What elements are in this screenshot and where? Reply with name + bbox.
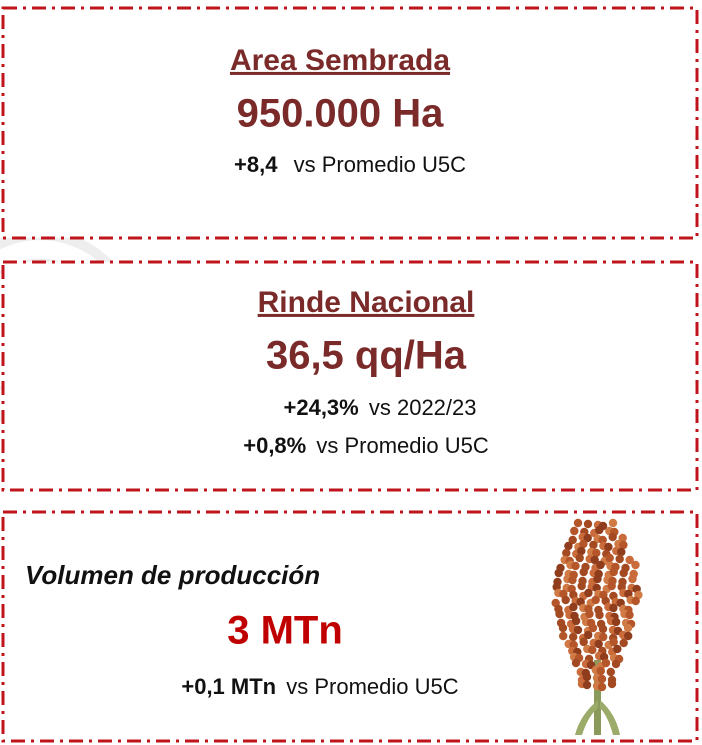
stem — [594, 660, 601, 735]
change: +0,1 MTn — [181, 674, 276, 699]
card-title: Area Sembrada — [230, 44, 450, 77]
comparison: +0,1 MTn vs Promedio U5C — [181, 674, 458, 699]
grain — [577, 581, 586, 591]
grain — [582, 672, 592, 682]
grain — [608, 532, 617, 542]
grain — [583, 519, 593, 529]
grain — [609, 567, 618, 577]
grain — [598, 624, 608, 634]
sorghum-illustration — [551, 518, 643, 735]
grain — [583, 533, 592, 543]
grain — [594, 639, 603, 649]
grain — [613, 644, 622, 654]
grain — [558, 623, 568, 633]
grain — [607, 679, 617, 689]
card-frame — [1, 6, 699, 240]
comparison-text: vs 2022/23 — [369, 395, 477, 420]
grain — [601, 658, 611, 668]
grain — [609, 637, 618, 647]
grain — [562, 548, 571, 558]
grain — [584, 630, 593, 640]
grain — [618, 533, 627, 543]
grain — [619, 568, 628, 578]
grain — [624, 631, 633, 641]
grain — [595, 525, 604, 535]
leaf — [600, 700, 620, 735]
grain — [609, 603, 618, 613]
grain — [593, 574, 602, 584]
grain — [573, 518, 583, 528]
comparison: +0,8% vs Promedio U5C — [243, 433, 489, 458]
grain — [631, 596, 640, 606]
card-value: 950.000 Ha — [237, 92, 445, 136]
grain — [568, 535, 577, 545]
grain — [597, 682, 607, 692]
grain — [573, 625, 583, 635]
change: +8,4 — [234, 152, 278, 177]
grain — [611, 617, 621, 627]
grain — [596, 560, 605, 570]
grain — [561, 595, 570, 605]
grain — [569, 632, 578, 642]
grain — [611, 659, 621, 669]
grain — [596, 666, 605, 676]
grain — [588, 645, 597, 655]
grain — [625, 555, 634, 565]
card-value: 3 MTn — [227, 609, 343, 653]
grain — [584, 588, 593, 598]
grain — [577, 546, 586, 556]
change: +0,8% — [243, 433, 306, 458]
grain — [617, 547, 626, 557]
grain — [571, 561, 580, 571]
grain — [588, 623, 598, 633]
grain — [615, 554, 624, 564]
grain — [554, 568, 563, 578]
grain — [575, 553, 584, 563]
leaf — [575, 700, 598, 735]
change: +24,3% — [284, 395, 359, 420]
grain — [608, 518, 618, 528]
grain — [623, 623, 633, 633]
grain — [559, 631, 568, 641]
grain — [631, 560, 640, 570]
grain — [571, 616, 581, 626]
card-title: Rinde Nacional — [258, 286, 475, 319]
grain — [619, 540, 628, 550]
grain — [579, 567, 588, 577]
grain — [592, 548, 601, 558]
grain — [625, 610, 634, 620]
grain — [589, 540, 598, 550]
grain — [595, 610, 604, 620]
grain — [604, 542, 613, 552]
grain — [564, 541, 573, 551]
grain — [597, 674, 607, 684]
grain — [591, 595, 600, 605]
comparison-text: vs Promedio U5C — [294, 152, 467, 177]
grain — [555, 609, 564, 619]
grain — [582, 680, 592, 690]
grain — [606, 667, 615, 677]
grain — [619, 638, 628, 648]
grain — [605, 553, 614, 563]
card-title: Volumen de producción — [25, 560, 320, 590]
comparison-text: vs Promedio U5C — [316, 433, 489, 458]
grain — [599, 632, 608, 642]
grain — [570, 526, 579, 536]
comparison: +8,4 vs Promedio U5C — [234, 152, 466, 177]
grain — [585, 609, 594, 619]
grain — [569, 602, 578, 612]
card-frame — [1, 260, 699, 492]
grain — [579, 539, 588, 549]
grain — [579, 637, 588, 647]
grain — [607, 581, 616, 591]
grain — [571, 658, 581, 668]
card-value: 36,5 qq/Ha — [266, 334, 467, 378]
comparison: +24,3% vs 2022/23 — [284, 395, 477, 420]
grain — [628, 574, 637, 584]
comparison-text: vs Promedio U5C — [286, 674, 459, 699]
grain — [590, 555, 599, 565]
grain — [568, 575, 577, 585]
